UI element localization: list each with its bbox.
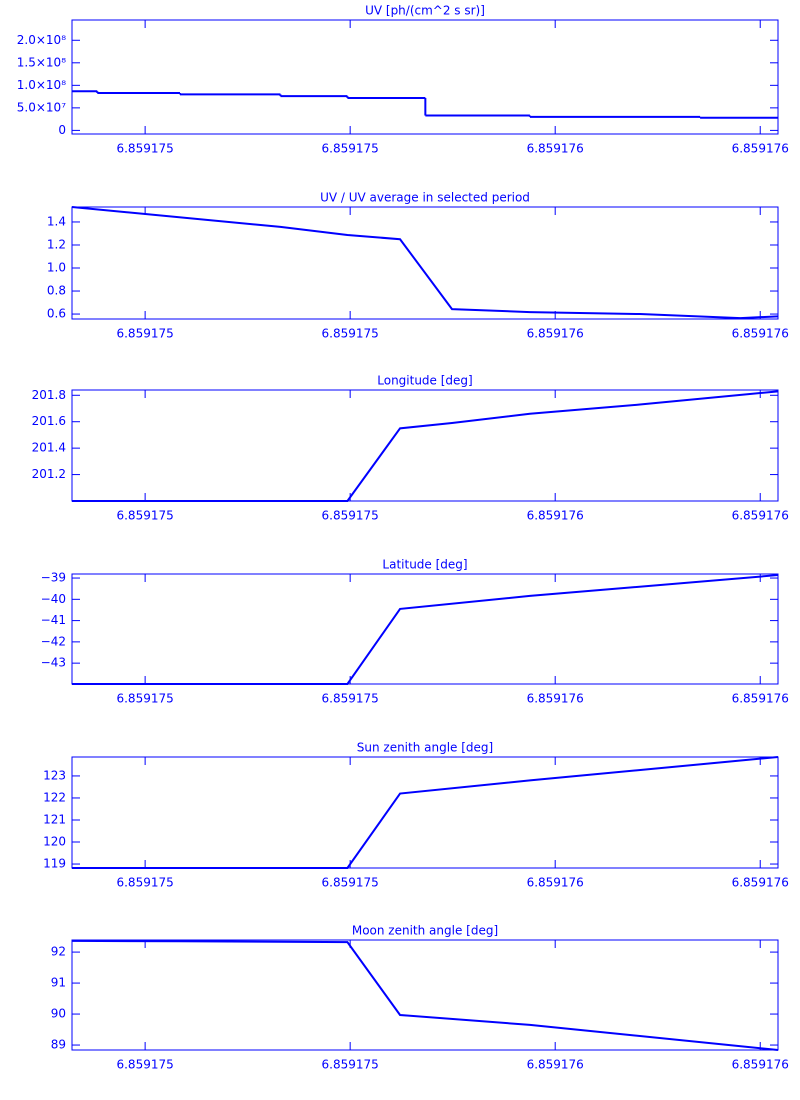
y-tick-label: 201.6 (32, 414, 66, 428)
x-tick-label: 6.859176 (732, 1058, 789, 1072)
y-tick-label: 122 (43, 790, 66, 804)
x-tick-label: 6.859176 (527, 327, 584, 341)
chart-title: Latitude [deg] (382, 558, 467, 572)
data-line (72, 574, 779, 685)
x-tick-label: 6.859175 (116, 1058, 173, 1072)
y-tick-label: −41 (41, 613, 66, 627)
chart-title: UV / UV average in selected period (320, 191, 530, 205)
x-tick-label: 6.859175 (322, 876, 379, 890)
y-tick-label: 92 (51, 945, 66, 959)
data-line (72, 756, 779, 869)
y-tick-label: 1.0 (47, 261, 66, 275)
y-tick-label: 201.8 (32, 388, 66, 402)
plot-frame (71, 19, 779, 135)
plot-frame (71, 939, 779, 1051)
x-tick-label: 6.859175 (116, 327, 173, 341)
y-tick-label: 5.0×10⁷ (17, 100, 66, 114)
x-tick-label: 6.859175 (322, 327, 379, 341)
y-tick-label: 0.6 (47, 307, 66, 321)
y-tick-label: 121 (43, 812, 66, 826)
y-tick-label: 1.5×10⁸ (17, 55, 66, 69)
plot-frame (71, 573, 779, 685)
plot-frame (71, 206, 779, 320)
data-line (71, 939, 779, 1051)
y-tick-label: 123 (43, 768, 66, 782)
y-tick-label: 119 (43, 857, 66, 871)
x-tick-label: 6.859176 (527, 1058, 584, 1072)
chart-title: UV [ph/(cm^2 s sr)] (365, 4, 485, 18)
x-tick-label: 6.859175 (322, 509, 379, 523)
y-tick-label: 2.0×10⁸ (17, 33, 66, 47)
x-tick-label: 6.859175 (322, 692, 379, 706)
x-tick-label: 6.859175 (116, 692, 173, 706)
x-tick-label: 6.859176 (732, 876, 789, 890)
y-tick-label: 91 (51, 976, 66, 990)
x-tick-label: 6.859176 (732, 142, 789, 156)
chart-title: Sun zenith angle [deg] (357, 741, 493, 755)
x-tick-label: 6.859175 (322, 142, 379, 156)
x-tick-label: 6.859175 (116, 142, 173, 156)
y-tick-label: 201.2 (32, 467, 66, 481)
x-tick-label: 6.859176 (732, 509, 789, 523)
chart-title: Moon zenith angle [deg] (352, 924, 498, 938)
plot-frame (71, 389, 779, 502)
x-tick-label: 6.859176 (527, 142, 584, 156)
y-tick-label: 89 (51, 1038, 66, 1052)
y-tick-label: −39 (41, 571, 66, 585)
y-tick-label: 1.4 (47, 214, 66, 228)
x-tick-label: 6.859176 (527, 509, 584, 523)
x-tick-label: 6.859176 (527, 876, 584, 890)
y-tick-label: 0 (58, 123, 66, 137)
y-tick-label: −43 (41, 656, 66, 670)
x-tick-label: 6.859175 (116, 509, 173, 523)
y-tick-label: 201.4 (32, 441, 66, 455)
y-tick-label: −40 (41, 592, 66, 606)
x-tick-label: 6.859176 (732, 327, 789, 341)
y-tick-label: 0.8 (47, 284, 66, 298)
x-tick-label: 6.859176 (732, 692, 789, 706)
x-tick-label: 6.859175 (322, 1058, 379, 1072)
plot-frame (71, 756, 779, 869)
x-tick-label: 6.859175 (116, 876, 173, 890)
data-line (72, 390, 779, 502)
y-tick-label: 120 (43, 835, 66, 849)
data-line (71, 206, 779, 320)
y-tick-label: −42 (41, 634, 66, 648)
y-tick-label: 1.0×10⁸ (17, 78, 66, 92)
x-tick-label: 6.859176 (527, 692, 584, 706)
y-tick-label: 90 (51, 1007, 66, 1021)
y-tick-label: 1.2 (47, 237, 66, 251)
chart-title: Longitude [deg] (377, 374, 472, 388)
